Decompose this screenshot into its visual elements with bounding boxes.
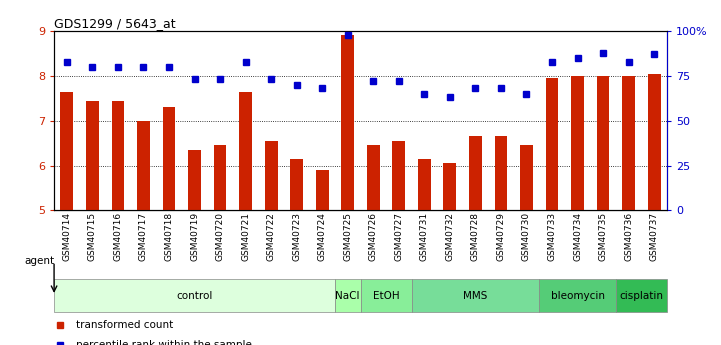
Text: GSM40725: GSM40725 [343, 212, 353, 261]
Bar [213, 146, 226, 210]
Bar [360, 279, 412, 312]
Text: GSM40714: GSM40714 [62, 212, 71, 261]
Bar [469, 136, 482, 210]
Text: agent: agent [24, 256, 54, 266]
Text: GDS1299 / 5643_at: GDS1299 / 5643_at [54, 17, 176, 30]
Bar [112, 101, 124, 210]
Text: GSM40723: GSM40723 [292, 212, 301, 261]
Text: GSM40718: GSM40718 [164, 212, 174, 261]
Text: GSM40728: GSM40728 [471, 212, 480, 261]
Text: GSM40719: GSM40719 [190, 212, 199, 261]
Text: NaCl: NaCl [335, 291, 360, 301]
Text: GSM40724: GSM40724 [318, 212, 327, 261]
Text: EtOH: EtOH [373, 291, 399, 301]
Text: GSM40727: GSM40727 [394, 212, 403, 261]
Bar [316, 170, 329, 210]
Text: control: control [177, 291, 213, 301]
Bar [412, 279, 539, 312]
Bar [616, 279, 667, 312]
Bar [367, 146, 380, 210]
Text: GSM40736: GSM40736 [624, 212, 633, 261]
Bar [61, 91, 74, 210]
Text: GSM40732: GSM40732 [446, 212, 454, 261]
Bar [137, 121, 150, 210]
Text: GSM40720: GSM40720 [216, 212, 224, 261]
Text: GSM40722: GSM40722 [267, 212, 275, 261]
Bar [622, 76, 635, 210]
Text: transformed count: transformed count [76, 320, 173, 330]
Bar [341, 34, 354, 210]
Bar [647, 73, 660, 210]
Text: GSM40735: GSM40735 [598, 212, 608, 261]
Bar [443, 164, 456, 210]
Text: GSM40715: GSM40715 [88, 212, 97, 261]
Text: GSM40737: GSM40737 [650, 212, 659, 261]
Text: percentile rank within the sample: percentile rank within the sample [76, 340, 252, 345]
Text: GSM40717: GSM40717 [139, 212, 148, 261]
Text: GSM40730: GSM40730 [522, 212, 531, 261]
Text: GSM40729: GSM40729 [497, 212, 505, 261]
Bar [265, 141, 278, 210]
Text: GSM40726: GSM40726 [368, 212, 378, 261]
Text: GSM40731: GSM40731 [420, 212, 429, 261]
Bar [418, 159, 430, 210]
Bar [520, 146, 533, 210]
Bar [597, 76, 609, 210]
Bar [546, 78, 558, 210]
Bar [86, 101, 99, 210]
Bar [335, 279, 360, 312]
Bar [239, 91, 252, 210]
Bar [291, 159, 303, 210]
Text: bleomycin: bleomycin [551, 291, 604, 301]
Text: GSM40733: GSM40733 [547, 212, 557, 261]
Bar [54, 279, 335, 312]
Text: GSM40734: GSM40734 [573, 212, 582, 261]
Bar [539, 279, 616, 312]
Text: GSM40721: GSM40721 [241, 212, 250, 261]
Bar [571, 76, 584, 210]
Text: GSM40716: GSM40716 [113, 212, 123, 261]
Text: MMS: MMS [463, 291, 487, 301]
Text: cisplatin: cisplatin [619, 291, 663, 301]
Bar [392, 141, 405, 210]
Bar [163, 107, 175, 210]
Bar [188, 150, 201, 210]
Bar [495, 136, 508, 210]
